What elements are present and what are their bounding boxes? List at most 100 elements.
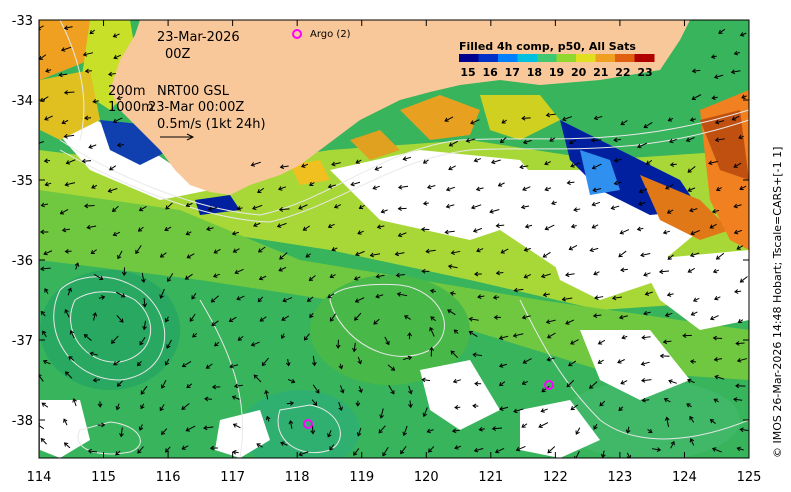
current-vector xyxy=(641,379,652,382)
current-vector xyxy=(430,347,433,357)
current-vector xyxy=(523,139,532,144)
current-vector xyxy=(299,451,309,456)
current-vector-head xyxy=(600,453,606,458)
current-vector-head xyxy=(327,184,333,189)
current-vector-head xyxy=(473,447,479,453)
current-vector-head xyxy=(741,94,746,99)
current-vector xyxy=(501,119,508,124)
current-vector-head xyxy=(427,448,433,453)
current-vector xyxy=(312,355,316,366)
current-vector-head xyxy=(540,408,545,413)
current-vector-head xyxy=(551,200,556,206)
current-vector xyxy=(43,360,51,365)
current-vector-head xyxy=(142,303,148,308)
current-vector xyxy=(139,424,143,431)
current-vector-head xyxy=(454,404,459,410)
current-vector xyxy=(546,113,556,116)
current-vector xyxy=(716,187,722,191)
current-vector-head xyxy=(164,318,170,323)
argo-float-marker[interactable] xyxy=(303,419,313,429)
current-vector xyxy=(353,342,356,352)
current-vector xyxy=(499,363,508,367)
current-vector-head xyxy=(44,288,49,293)
current-vector-head xyxy=(734,289,739,294)
current-vector xyxy=(116,315,124,323)
current-vector-head xyxy=(716,186,721,192)
current-vector-head xyxy=(288,419,294,425)
current-vector xyxy=(496,272,504,274)
current-vector-head xyxy=(309,181,314,186)
current-vector-head xyxy=(712,268,718,274)
current-vector xyxy=(187,253,195,259)
colorbar-segment xyxy=(478,54,499,62)
current-vector-head xyxy=(714,119,720,125)
current-vector xyxy=(543,293,550,296)
current-vector xyxy=(541,408,548,412)
current-vector xyxy=(643,121,653,128)
current-vector xyxy=(334,204,342,208)
current-vector xyxy=(547,446,556,454)
current-vector xyxy=(614,158,622,162)
isobath-contours xyxy=(53,20,749,458)
current-vector xyxy=(599,400,606,407)
current-vector-head xyxy=(372,185,377,190)
current-vector-head xyxy=(522,139,528,145)
current-vector xyxy=(378,425,386,434)
current-vector xyxy=(387,364,395,371)
current-vector-head xyxy=(380,208,386,214)
current-vector-head xyxy=(309,313,314,319)
current-vector-head xyxy=(278,186,283,191)
current-vector-head xyxy=(119,432,124,438)
current-vector xyxy=(116,291,125,298)
current-vector-head xyxy=(229,363,234,369)
current-vector xyxy=(733,162,742,168)
current-vector-head xyxy=(713,74,719,80)
current-vector-head xyxy=(311,361,317,367)
current-vector xyxy=(739,185,747,190)
current-vector xyxy=(473,353,483,357)
current-vector-head xyxy=(115,451,120,456)
current-vector-head xyxy=(404,315,409,320)
current-vector-head xyxy=(279,255,284,260)
current-vector-head xyxy=(710,54,716,59)
current-vector-head xyxy=(686,378,692,384)
current-vector-head xyxy=(42,359,48,365)
current-vector-head xyxy=(112,231,118,237)
current-vector-head xyxy=(490,159,496,165)
current-vector xyxy=(513,333,524,337)
current-vector xyxy=(422,379,431,382)
current-vector xyxy=(522,315,531,319)
current-vector-head xyxy=(645,160,651,165)
current-vector xyxy=(88,144,97,148)
current-vector-head xyxy=(164,361,170,366)
current-vector xyxy=(594,115,603,120)
current-vector xyxy=(734,52,740,55)
argo-float-marker[interactable] xyxy=(544,380,554,390)
colorbar-label: 15 xyxy=(460,66,475,79)
current-vector-head xyxy=(64,182,69,187)
current-vector xyxy=(492,427,503,430)
current-vector xyxy=(251,161,261,166)
x-tick-label: 124 xyxy=(672,470,697,485)
current-vector xyxy=(618,250,627,258)
current-vector-head xyxy=(473,157,479,163)
current-vector-head xyxy=(444,117,449,122)
current-vector-head xyxy=(353,276,359,281)
colorbar-title: Filled 4h comp, p50, All Sats xyxy=(459,40,636,53)
current-vector-head xyxy=(422,200,428,206)
current-vector xyxy=(41,203,49,207)
current-vector xyxy=(737,447,744,451)
current-vector-head xyxy=(692,297,698,302)
current-vector xyxy=(736,245,744,250)
current-vector-head xyxy=(250,162,256,167)
current-vector-head xyxy=(109,166,114,171)
current-vector-head xyxy=(613,137,618,143)
current-vector-head xyxy=(545,112,551,118)
current-vector-head xyxy=(253,222,258,228)
current-vector xyxy=(498,182,505,187)
current-vector-head xyxy=(253,374,258,379)
y-axis: -33 -34 -35 -36 -37 -38 xyxy=(12,14,749,429)
current-vector xyxy=(338,402,343,411)
current-vector xyxy=(474,158,482,162)
current-vector-head xyxy=(610,205,615,210)
